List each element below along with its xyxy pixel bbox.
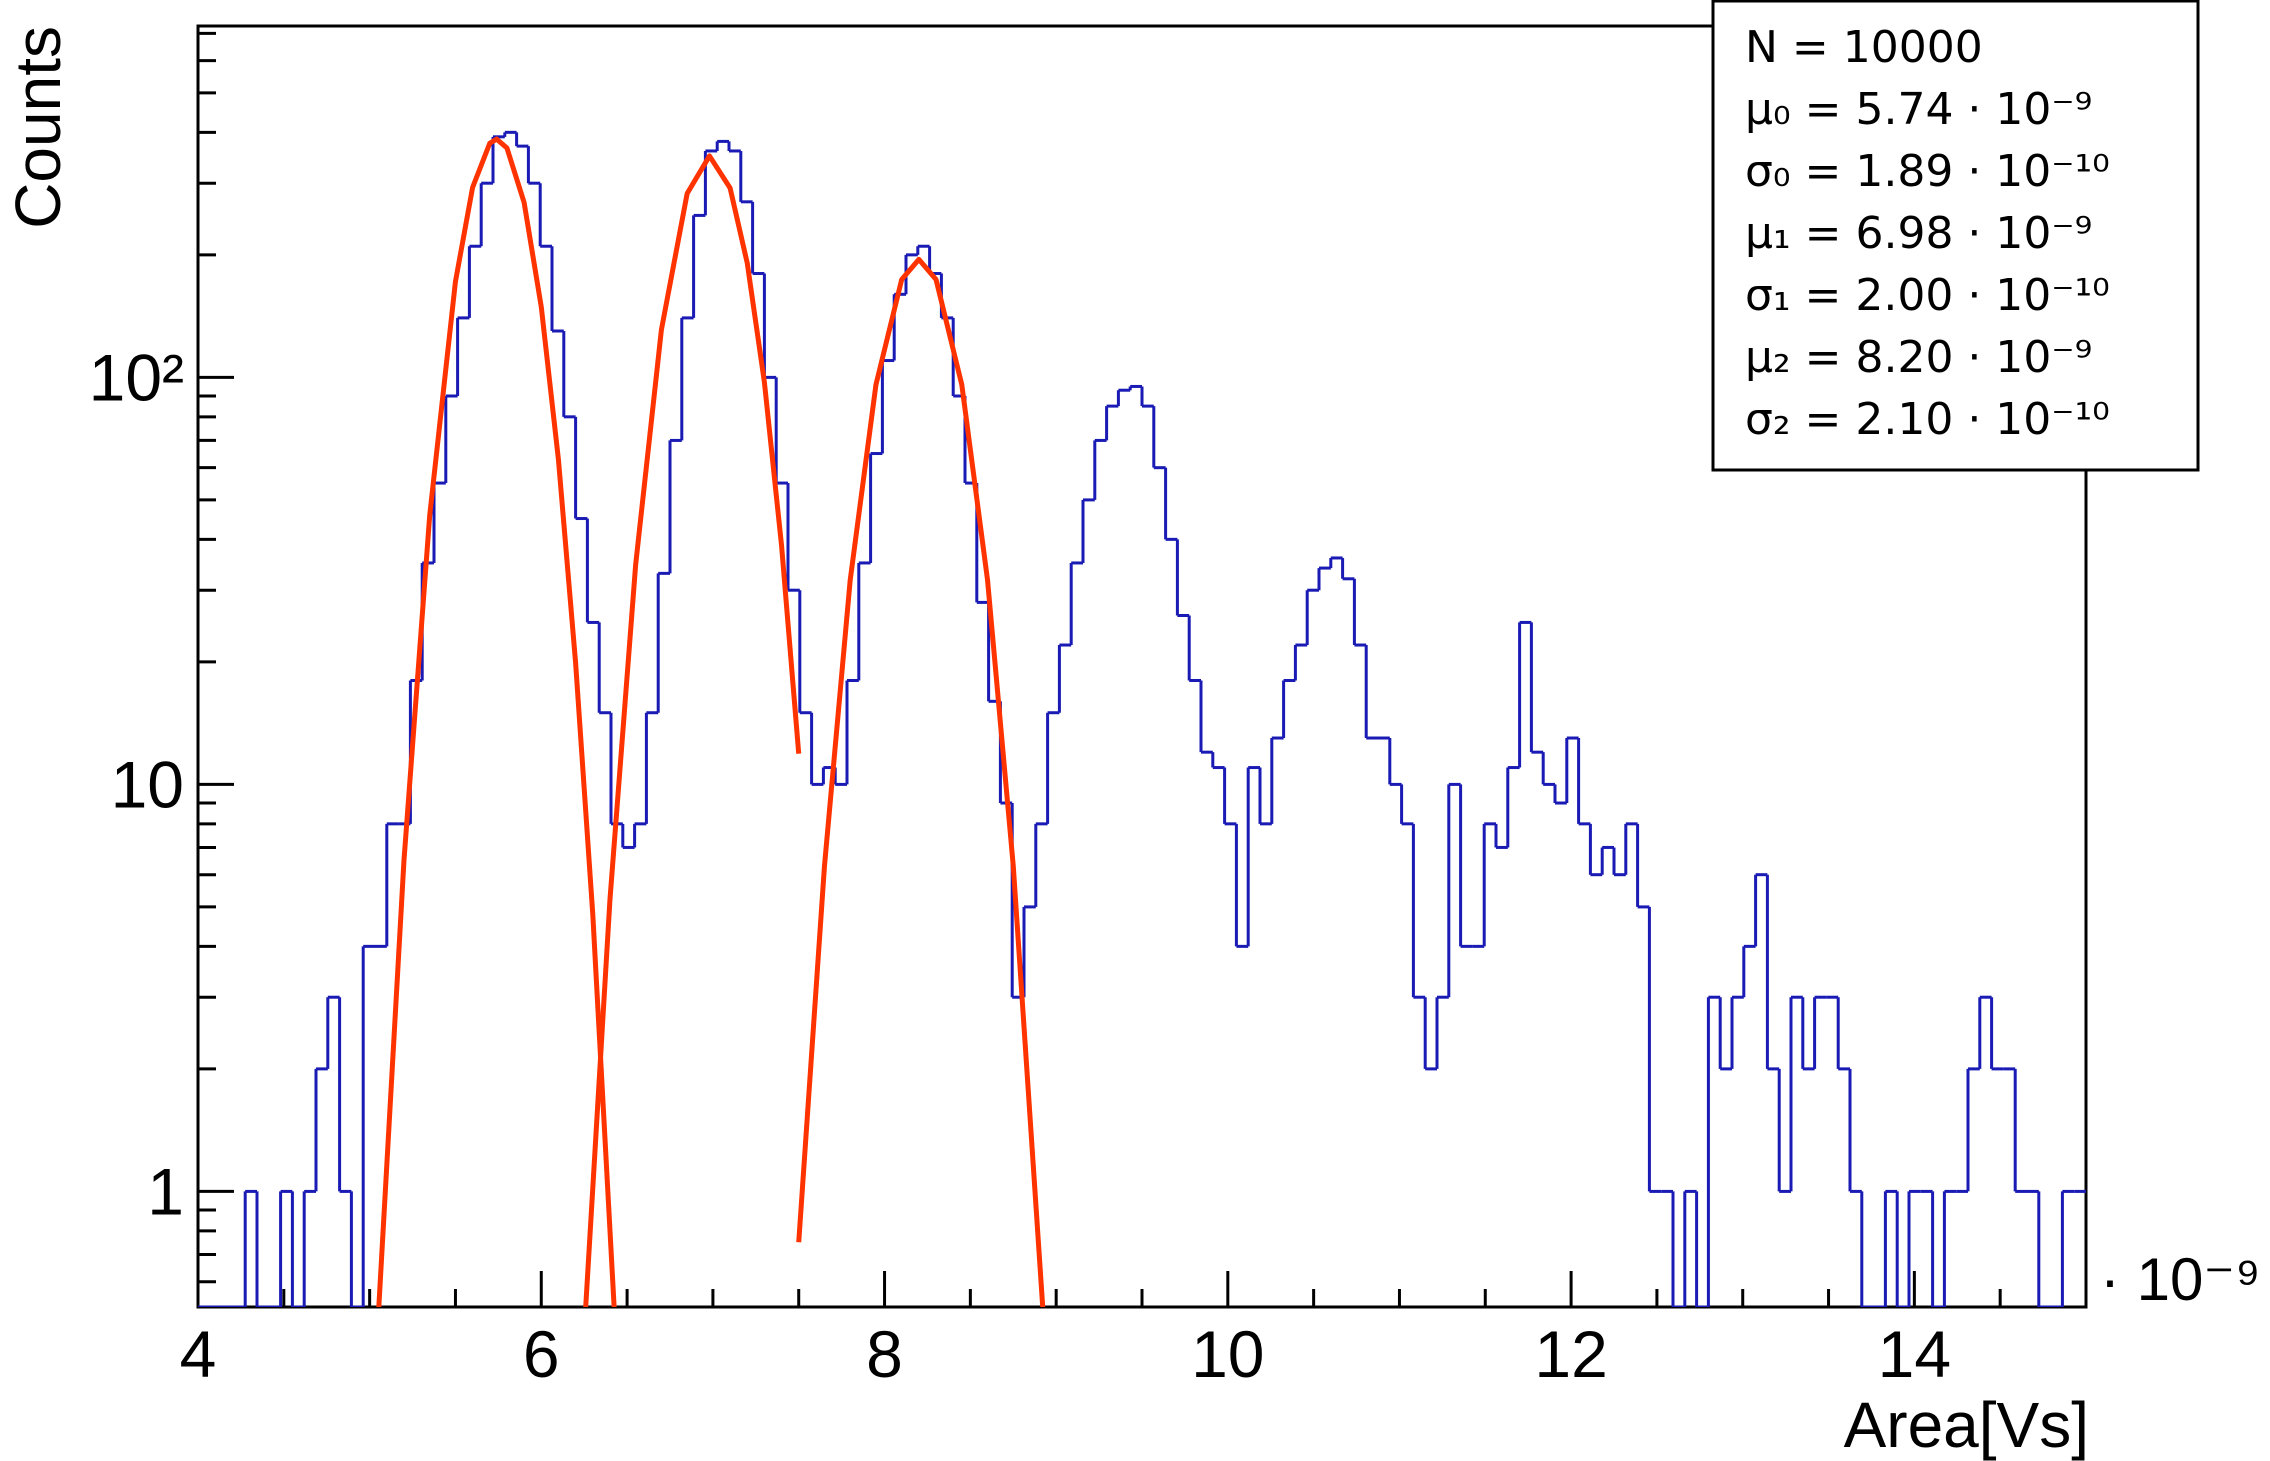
stats-line: σ₀ = 1.89 · 10⁻¹⁰ bbox=[1745, 146, 2110, 197]
y-tick-label: 10² bbox=[89, 340, 184, 414]
x-tick-label: 10 bbox=[1191, 1317, 1264, 1391]
x-tick-label: 4 bbox=[180, 1317, 217, 1391]
fit-curve bbox=[376, 136, 617, 1307]
histogram bbox=[198, 130, 2086, 1307]
stats-line: μ₂ = 8.20 · 10⁻⁹ bbox=[1745, 332, 2092, 383]
stats-frame bbox=[1711, 0, 2200, 472]
x-axis-title: Area[Vs] bbox=[1844, 1389, 2089, 1461]
y-axis-title: Counts bbox=[2, 26, 74, 229]
stats-line: μ₁ = 6.98 · 10⁻⁹ bbox=[1745, 208, 2092, 259]
stats-line: σ₂ = 2.10 · 10⁻¹⁰ bbox=[1745, 394, 2110, 445]
x-tick-label: 12 bbox=[1534, 1317, 1607, 1391]
stats-box: N = 10000 μ₀ = 5.74 · 10⁻⁹ σ₀ = 1.89 · 10⁻… bbox=[1711, 0, 2200, 472]
stats-line: N = 10000 bbox=[1745, 22, 1983, 73]
x-multiplier: · 10⁻⁹ bbox=[2100, 1246, 2261, 1313]
fit-curve bbox=[796, 256, 1046, 1307]
y-tick-label: 10 bbox=[111, 747, 184, 821]
stats-line: μ₀ = 5.74 · 10⁻⁹ bbox=[1745, 84, 2092, 135]
x-tick-label: 8 bbox=[866, 1317, 903, 1391]
y-tick-label: 1 bbox=[147, 1154, 184, 1228]
fit-curve bbox=[583, 153, 802, 1307]
x-tick-label: 14 bbox=[1878, 1317, 1951, 1391]
x-tick-label: 6 bbox=[523, 1317, 560, 1391]
stats-line: σ₁ = 2.00 · 10⁻¹⁰ bbox=[1745, 270, 2110, 321]
